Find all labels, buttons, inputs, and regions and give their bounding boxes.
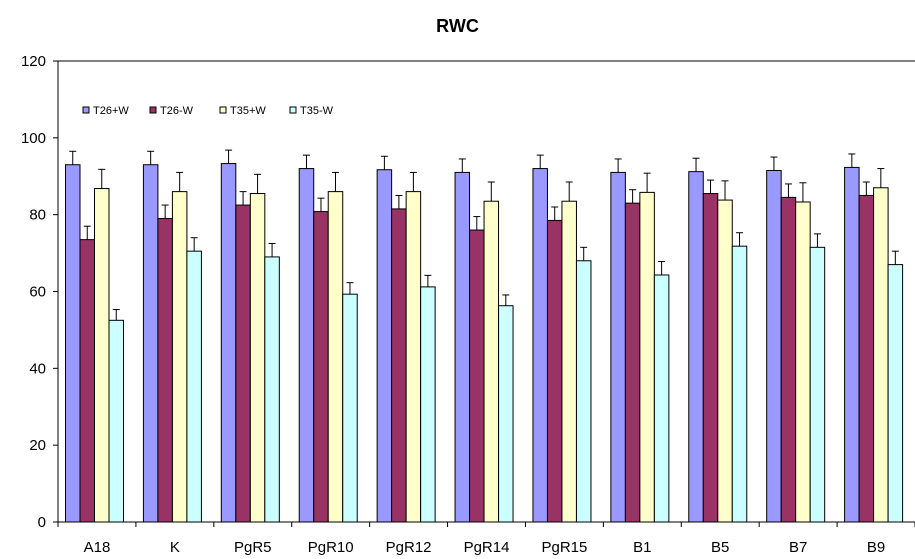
x-tick-label-A18: A18 xyxy=(84,539,111,556)
bar-K-T35-W xyxy=(186,250,202,523)
bar-B9-T26-W xyxy=(858,194,875,523)
legend-swatch-T35+W xyxy=(219,106,227,114)
legend-swatch-T26-W xyxy=(149,106,157,114)
legend-label-T35-W: T35-W xyxy=(300,105,334,117)
y-tick-label: 0 xyxy=(38,514,46,531)
bar-PgR14-T35+W xyxy=(483,200,500,523)
y-tick-label: 40 xyxy=(29,360,46,377)
bar-B7-T35-W xyxy=(809,246,826,523)
bar-PgR12-T26-W xyxy=(391,208,407,523)
bar-PgR14-T26-W xyxy=(469,229,485,523)
bar-PgR5-T26-W xyxy=(235,204,251,523)
bar-PgR15-T26-W xyxy=(546,219,563,523)
bar-A18-T35-W xyxy=(108,319,124,523)
bar-B5-T35-W xyxy=(731,245,748,523)
y-tick-label: 60 xyxy=(29,284,46,301)
bar-PgR5-T35+W xyxy=(249,193,266,523)
bar-B9-T35-W xyxy=(887,264,904,523)
y-tick-label: 120 xyxy=(21,53,46,70)
bar-B1-T26+W xyxy=(610,171,626,523)
bar-B1-T35-W xyxy=(653,274,670,523)
x-tick-label-PgR14: PgR14 xyxy=(464,539,510,556)
y-tick-label: 80 xyxy=(29,207,46,224)
bar-B5-T26-W xyxy=(702,193,719,523)
bar-PgR10-T35-W xyxy=(342,293,358,523)
bar-B9-T26+W xyxy=(844,166,860,523)
bar-PgR12-T35-W xyxy=(420,286,436,523)
bar-PgR14-T26+W xyxy=(454,171,471,523)
bar-K-T35+W xyxy=(171,191,188,523)
axes-layer: 0 20 40 60 80 100 120 A18 K PgR5 PgR10 PgR12 PgR14 Pg… xyxy=(21,53,915,556)
bar-PgR15-T26+W xyxy=(532,168,548,523)
bar-PgR15-T35+W xyxy=(561,200,577,523)
bar-A18-T26-W xyxy=(79,239,95,523)
legend-label-T26+W: T26+W xyxy=(93,105,129,117)
bar-PgR5-T26+W xyxy=(220,163,237,523)
bar-B5-T26+W xyxy=(688,171,704,523)
bars-layer xyxy=(65,149,904,523)
legend-label-T26-W: T26-W xyxy=(160,105,194,117)
x-tick-label-B7: B7 xyxy=(789,539,807,556)
bar-PgR10-T26+W xyxy=(298,168,315,523)
bar-PgR12-T35+W xyxy=(405,191,422,523)
bar-PgR5-T35-W xyxy=(264,256,280,523)
legend-swatch-T35-W xyxy=(289,106,297,114)
legend-label-T35+W: T35+W xyxy=(230,105,266,117)
x-tick-label-PgR10: PgR10 xyxy=(308,539,354,556)
bar-PgR12-T26+W xyxy=(376,169,393,523)
x-tick-label-B9: B9 xyxy=(867,539,885,556)
bar-B7-T35+W xyxy=(795,201,811,523)
x-tick-label-B1: B1 xyxy=(633,539,651,556)
bar-PgR10-T35+W xyxy=(327,191,344,523)
legend: T26+W T26-W T35+W T35-W xyxy=(82,105,334,117)
y-tick-label: 100 xyxy=(21,130,46,147)
bar-PgR15-T35-W xyxy=(575,260,592,523)
bar-B5-T35+W xyxy=(717,199,733,523)
bar-A18-T35+W xyxy=(94,188,110,523)
x-tick-label-B5: B5 xyxy=(711,539,729,556)
y-tick-label: 20 xyxy=(29,437,46,454)
bar-B7-T26+W xyxy=(766,169,782,523)
bar-PgR10-T26-W xyxy=(313,211,329,523)
x-tick-label-PgR5: PgR5 xyxy=(234,539,272,556)
bar-K-T26-W xyxy=(157,218,173,523)
bar-B1-T35+W xyxy=(639,191,655,523)
bar-B7-T26-W xyxy=(780,196,797,523)
bar-K-T26+W xyxy=(142,164,159,523)
legend-swatch-T26+W xyxy=(82,106,90,114)
bar-B1-T26-W xyxy=(624,202,641,523)
bar-A18-T26+W xyxy=(65,164,81,523)
bar-B9-T35+W xyxy=(873,187,889,523)
x-tick-label-PgR15: PgR15 xyxy=(541,539,587,556)
x-tick-label-K: K xyxy=(170,539,180,556)
chart-title: RWC xyxy=(436,16,479,36)
bar-PgR14-T35-W xyxy=(498,305,514,523)
x-tick-label-PgR12: PgR12 xyxy=(386,539,432,556)
